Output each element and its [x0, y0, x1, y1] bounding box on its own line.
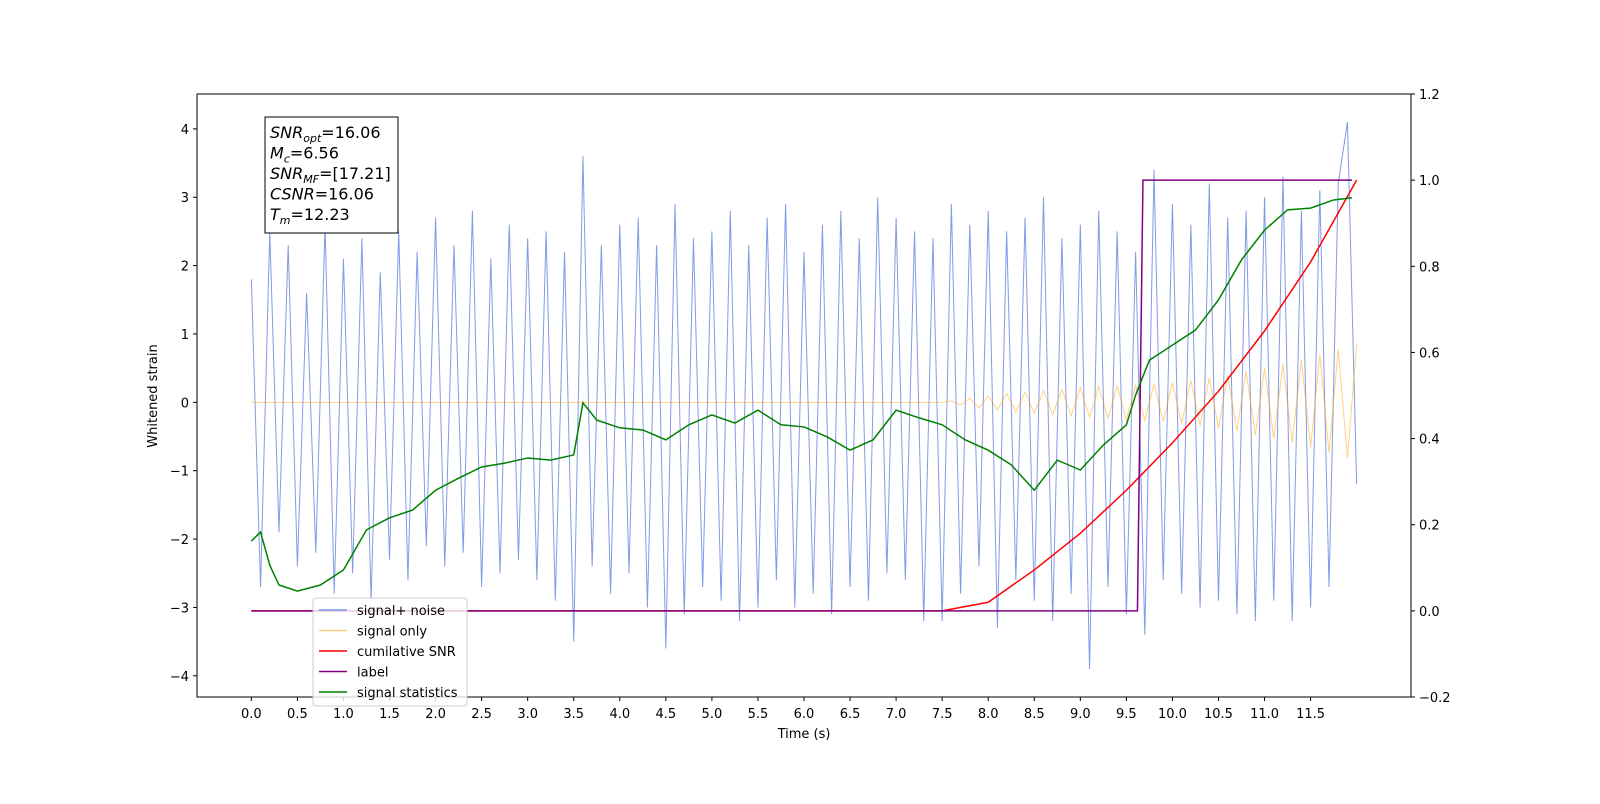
annotation-symbol: M	[270, 144, 284, 163]
annotation-box: SNRopt=16.06Mc=6.56SNRMF=[17.21]CSNR=16.…	[264, 116, 399, 234]
annotation-subscript: c	[284, 153, 290, 166]
x-tick-label: 8.0	[978, 707, 999, 722]
annotation-value: =6.56	[290, 144, 339, 163]
y-tick-label: 3	[181, 191, 189, 206]
series-line	[250, 197, 1353, 592]
annotation-line: Mc=6.56	[270, 144, 339, 166]
legend-label: signal+ noise	[357, 604, 445, 619]
y-tick-label: 1	[181, 328, 189, 343]
annotation-value: =12.23	[291, 205, 350, 224]
x-tick-label: 11.0	[1250, 707, 1279, 722]
x-tick-label: 6.0	[794, 707, 815, 722]
plot-area	[250, 121, 1358, 669]
annotation-value: =[17.21]	[319, 164, 391, 183]
legend-label: signal only	[357, 625, 427, 640]
annotation-line: Tm=12.23	[270, 205, 350, 227]
x-tick-label: 10.5	[1204, 707, 1233, 722]
annotation-line: CSNR=16.06	[270, 185, 374, 204]
annotation-subscript: opt	[303, 132, 322, 145]
x-tick-label: 4.5	[655, 707, 676, 722]
annotation-value: =16.06	[321, 123, 380, 142]
y-tick-label: 4	[181, 123, 189, 138]
y2-tick-label: 0.8	[1419, 260, 1440, 275]
x-tick-label: 2.5	[471, 707, 492, 722]
x-tick-label: 3.0	[517, 707, 538, 722]
y2-tick-label: −0.2	[1419, 691, 1451, 706]
x-axis-label: Time (s)	[777, 727, 831, 742]
x-tick-label: 5.0	[702, 707, 723, 722]
y-tick-label: −3	[170, 601, 189, 616]
x-tick-label: 2.0	[425, 707, 446, 722]
x-tick-label: 0.0	[241, 707, 262, 722]
legend-label: cumilative SNR	[357, 645, 456, 660]
y-axis-label: Whitened strain	[146, 344, 161, 447]
x-tick-label: 3.5	[563, 707, 584, 722]
y-tick-label: −4	[170, 670, 189, 685]
x-tick-label: 8.5	[1024, 707, 1045, 722]
y2-tick-label: 1.2	[1419, 88, 1440, 103]
y-tick-label: 0	[181, 396, 189, 411]
x-tick-label: 4.0	[609, 707, 630, 722]
legend-label: label	[357, 666, 388, 681]
x-tick-label: 7.0	[886, 707, 907, 722]
annotation-value: =16.06	[315, 185, 374, 204]
y-tick-label: −1	[170, 465, 189, 480]
x-tick-label: 6.5	[840, 707, 861, 722]
x-tick-label: 1.0	[333, 707, 354, 722]
x-tick-label: 10.0	[1158, 707, 1187, 722]
annotation-subscript: m	[280, 214, 291, 227]
legend: signal+ noise signal only cumilative SNR la…	[312, 597, 468, 707]
y2-tick-label: 0.6	[1419, 346, 1440, 361]
series-line	[251, 179, 1353, 612]
annotation-symbol: SNR	[270, 164, 303, 183]
annotation-symbol: T	[270, 205, 281, 224]
annotation-frame	[264, 116, 399, 234]
annotation-line: SNRopt=16.06	[270, 123, 381, 145]
annotation-symbol: CSNR	[270, 185, 315, 204]
x-tick-label: 9.5	[1116, 707, 1137, 722]
y-tick-label: −2	[170, 533, 189, 548]
y2-tick-label: 0.2	[1419, 519, 1440, 534]
series-line	[251, 344, 1358, 459]
series-line	[250, 121, 1358, 669]
y2-tick-label: 0.0	[1419, 605, 1440, 620]
annotation-symbol: SNR	[270, 123, 303, 142]
x-tick-label: 11.5	[1296, 707, 1325, 722]
x-tick-label: 0.5	[287, 707, 308, 722]
x-tick-label: 5.5	[748, 707, 769, 722]
x-tick-label: 1.5	[379, 707, 400, 722]
y-tick-label: 2	[181, 260, 189, 275]
x-tick-label: 9.0	[1070, 707, 1091, 722]
legend-frame	[312, 597, 468, 707]
x-tick-label: 7.5	[932, 707, 953, 722]
series-line	[251, 179, 1358, 612]
y2-tick-label: 0.4	[1419, 433, 1440, 448]
annotation-subscript: MF	[303, 173, 319, 186]
legend-label: signal statistics	[357, 686, 458, 701]
annotation-line: SNRMF=[17.21]	[270, 164, 391, 186]
y2-tick-label: 1.0	[1419, 174, 1440, 189]
